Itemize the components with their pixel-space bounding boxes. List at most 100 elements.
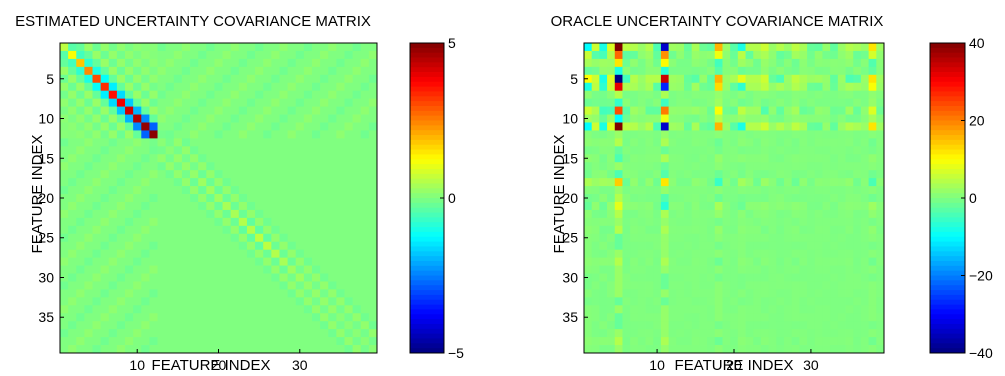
colorbar-segment bbox=[930, 173, 965, 180]
heatmap-cell bbox=[190, 162, 199, 171]
heatmap-cell bbox=[714, 209, 723, 219]
heatmap-cell bbox=[707, 98, 716, 107]
heatmap-cell bbox=[271, 265, 280, 274]
heatmap-cell bbox=[328, 217, 337, 227]
heatmap-cell bbox=[214, 305, 223, 314]
heatmap-cell bbox=[173, 194, 183, 203]
heatmap-cell bbox=[157, 249, 167, 259]
heatmap-cell bbox=[222, 43, 232, 52]
heatmap-cell bbox=[737, 249, 746, 259]
heatmap-cell bbox=[336, 233, 345, 243]
heatmap-cell bbox=[791, 74, 800, 84]
colorbar-segment bbox=[930, 241, 965, 247]
heatmap-cell bbox=[791, 178, 800, 187]
heatmap-cell bbox=[198, 313, 207, 322]
heatmap-cell bbox=[279, 233, 288, 243]
heatmap-cell bbox=[190, 217, 199, 227]
heatmap-cell bbox=[133, 257, 142, 266]
heatmap-cell bbox=[591, 138, 600, 147]
heatmap-cell bbox=[206, 170, 215, 179]
heatmap-cell bbox=[116, 138, 126, 147]
heatmap-cell bbox=[84, 130, 93, 139]
heatmap-cell bbox=[799, 138, 808, 147]
heatmap-cell bbox=[76, 217, 85, 227]
heatmap-cell bbox=[868, 297, 877, 306]
colorbar-tick-label: 0 bbox=[448, 190, 456, 206]
heatmap-cell bbox=[760, 273, 770, 282]
heatmap-cell bbox=[206, 265, 215, 274]
heatmap-cell bbox=[737, 305, 746, 314]
heatmap-cell bbox=[630, 273, 639, 282]
heatmap-cell bbox=[108, 43, 118, 52]
heatmap-cell bbox=[238, 249, 248, 259]
heatmap-cell bbox=[68, 122, 77, 131]
heatmap-cell bbox=[807, 178, 816, 187]
heatmap-cell bbox=[799, 297, 808, 306]
heatmap-cell bbox=[822, 345, 831, 354]
heatmap-cell bbox=[255, 345, 264, 354]
heatmap-cell bbox=[599, 186, 608, 195]
heatmap-cell bbox=[637, 98, 646, 107]
heatmap-cell bbox=[668, 337, 677, 346]
heatmap-cell bbox=[722, 265, 731, 274]
heatmap-cell bbox=[149, 146, 158, 155]
heatmap-cell bbox=[92, 289, 102, 298]
heatmap-cell bbox=[68, 289, 77, 298]
heatmap-cell bbox=[691, 313, 700, 322]
colorbar-segment bbox=[930, 270, 965, 276]
heatmap-cell bbox=[165, 58, 175, 68]
heatmap-cell bbox=[814, 130, 823, 139]
heatmap-cell bbox=[845, 201, 854, 211]
heatmap-cell bbox=[837, 154, 846, 163]
heatmap-cell bbox=[760, 90, 770, 100]
heatmap-cell bbox=[76, 281, 85, 290]
heatmap-cell bbox=[807, 154, 816, 163]
heatmap-cell bbox=[190, 154, 199, 163]
heatmap-cell bbox=[206, 281, 215, 290]
heatmap-cell bbox=[622, 138, 631, 147]
heatmap-cell bbox=[116, 241, 126, 251]
heatmap-cell bbox=[714, 257, 723, 266]
heatmap-cell bbox=[108, 225, 118, 235]
heatmap-cell bbox=[190, 106, 199, 115]
heatmap-cell bbox=[791, 265, 800, 274]
heatmap-cell bbox=[279, 154, 288, 163]
heatmap-cell bbox=[876, 98, 885, 107]
heatmap-cell bbox=[255, 257, 264, 266]
heatmap-cell bbox=[125, 241, 134, 251]
heatmap-cell bbox=[149, 98, 158, 107]
heatmap-cell bbox=[230, 345, 240, 354]
heatmap-cell bbox=[737, 146, 746, 155]
heatmap-cell bbox=[753, 178, 762, 187]
heatmap-cell bbox=[173, 74, 183, 84]
heatmap-cell bbox=[714, 321, 723, 330]
heatmap-cell bbox=[822, 217, 831, 227]
heatmap-cell bbox=[255, 225, 264, 235]
heatmap-cell bbox=[722, 82, 731, 92]
heatmap-cell bbox=[76, 122, 85, 131]
heatmap-cell bbox=[76, 249, 85, 259]
heatmap-cell bbox=[660, 289, 670, 298]
heatmap-cell bbox=[768, 329, 777, 338]
heatmap-cell bbox=[676, 249, 685, 259]
heatmap-cell bbox=[100, 114, 110, 123]
heatmap-cell bbox=[352, 130, 362, 139]
heatmap-cell bbox=[303, 178, 313, 187]
heatmap-cell bbox=[776, 186, 785, 195]
heatmap-cell bbox=[133, 98, 142, 107]
heatmap-cell bbox=[271, 209, 280, 219]
heatmap-cell bbox=[214, 130, 223, 139]
heatmap-cell bbox=[760, 305, 770, 314]
heatmap-cell bbox=[328, 114, 337, 123]
heatmap-cell bbox=[722, 58, 731, 68]
heatmap-cell bbox=[173, 43, 183, 52]
heatmap-cell bbox=[271, 138, 280, 147]
heatmap-cell bbox=[320, 74, 329, 84]
heatmap-cell bbox=[311, 225, 321, 235]
heatmap-cell bbox=[737, 329, 746, 338]
colorbar-tick-label: −20 bbox=[969, 268, 993, 284]
heatmap-cell bbox=[279, 249, 288, 259]
heatmap-cell bbox=[352, 345, 362, 354]
heatmap-cell bbox=[707, 241, 716, 251]
heatmap-cell bbox=[614, 345, 623, 354]
